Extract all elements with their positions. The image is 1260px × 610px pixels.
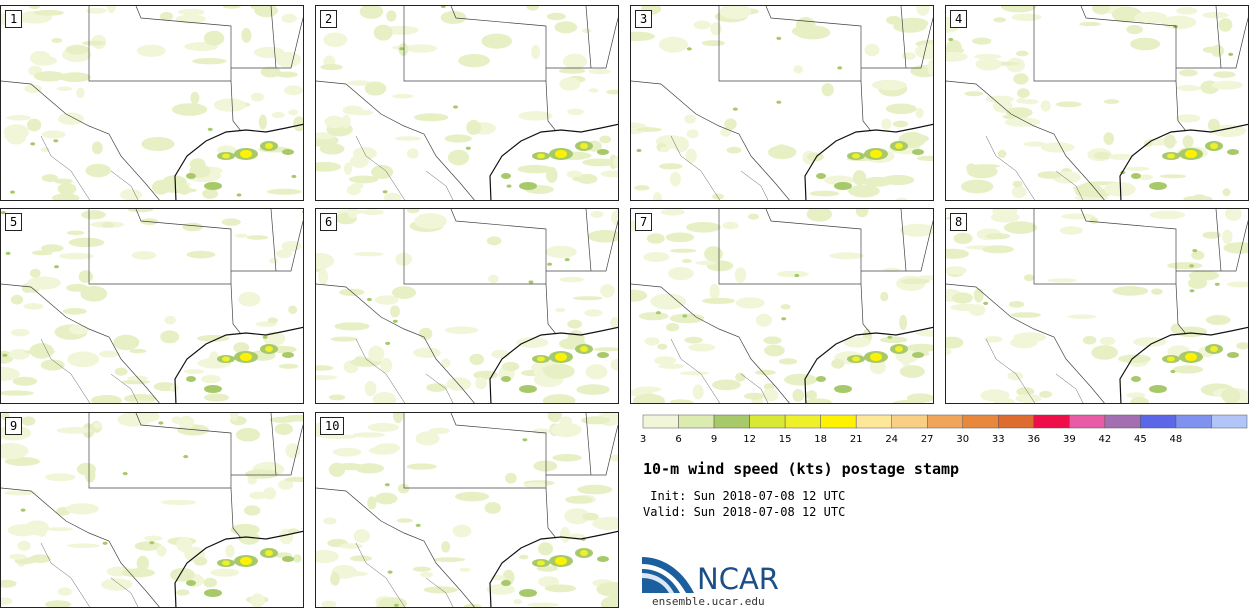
- member-panel-2: 2: [315, 5, 619, 201]
- colorbar-tick-label: 15: [778, 434, 792, 445]
- member-panel-1: 1: [0, 5, 304, 201]
- member-panel-9: 9: [0, 412, 304, 608]
- colorbar-tick-label: 6: [675, 434, 682, 445]
- colorbar-tick-label: 33: [991, 434, 1005, 445]
- colorbar-tick-label: 24: [885, 434, 899, 445]
- colorbar-tick-label: 42: [1098, 434, 1112, 445]
- plot-title: 10-m wind speed (kts) postage stamp: [643, 460, 960, 478]
- member-number-label: 2: [320, 10, 338, 28]
- colorbar-swatch: [1033, 414, 1070, 429]
- colorbar-tick-label: 21: [849, 434, 863, 445]
- member-panel-7: 7: [630, 208, 934, 404]
- colorbar-tick-label: 27: [920, 434, 934, 445]
- ncar-wordmark: NCAR: [697, 562, 779, 596]
- colorbar-tick-label: 36: [1027, 434, 1041, 445]
- member-panel-10: 10: [315, 412, 619, 608]
- colorbar-tick-label: 12: [743, 434, 756, 445]
- member-number-label: 8: [950, 213, 968, 231]
- colorbar-swatch: [1175, 414, 1212, 429]
- colorbar-tick-label: 9: [710, 434, 718, 445]
- ncar-logo-icon: [642, 557, 694, 593]
- member-number-label: 3: [635, 10, 653, 28]
- member-number-label: 10: [320, 417, 345, 435]
- member-panel-4: 4: [945, 5, 1249, 201]
- colorbar-tick-label: 30: [956, 434, 970, 445]
- colorbar-swatch: [713, 414, 750, 429]
- colorbar-swatch: [891, 414, 928, 429]
- member-number-label: 7: [635, 213, 653, 231]
- colorbar-tick-label: 18: [814, 434, 827, 445]
- colorbar-swatch: [642, 414, 679, 429]
- init-time: Init: Sun 2018-07-08 12 UTC: [643, 489, 846, 503]
- valid-time: Valid: Sun 2018-07-08 12 UTC: [643, 505, 846, 519]
- colorbar-swatch: [1069, 414, 1106, 429]
- colorbar-swatch: [998, 414, 1035, 429]
- colorbar-tick-label: 48: [1169, 434, 1183, 445]
- member-number-label: 1: [5, 10, 23, 28]
- colorbar-swatch: [749, 414, 786, 429]
- colorbar-swatch: [678, 414, 715, 429]
- colorbar-swatch: [1140, 414, 1177, 429]
- colorbar-swatch: [784, 414, 821, 429]
- wind-speed-colorbar: [642, 414, 1248, 429]
- member-number-label: 6: [320, 213, 338, 231]
- colorbar-swatch: [855, 414, 892, 429]
- colorbar-swatch: [820, 414, 857, 429]
- ensemble-url: ensemble.ucar.edu: [652, 595, 765, 608]
- colorbar-swatch: [962, 414, 999, 429]
- member-number-label: 9: [5, 417, 23, 435]
- colorbar-swatch: [1211, 414, 1248, 429]
- colorbar-tick-label: 3: [639, 434, 647, 445]
- member-panel-5: 5: [0, 208, 304, 404]
- member-number-label: 5: [5, 213, 23, 231]
- member-panel-6: 6: [315, 208, 619, 404]
- colorbar-tick-label: 45: [1134, 434, 1147, 445]
- member-number-label: 4: [950, 10, 968, 28]
- colorbar-tick-label: 39: [1063, 434, 1076, 445]
- colorbar-swatch: [926, 414, 964, 429]
- member-panel-3: 3: [630, 5, 934, 201]
- member-panel-8: 8: [945, 208, 1249, 404]
- colorbar-swatch: [1104, 414, 1141, 429]
